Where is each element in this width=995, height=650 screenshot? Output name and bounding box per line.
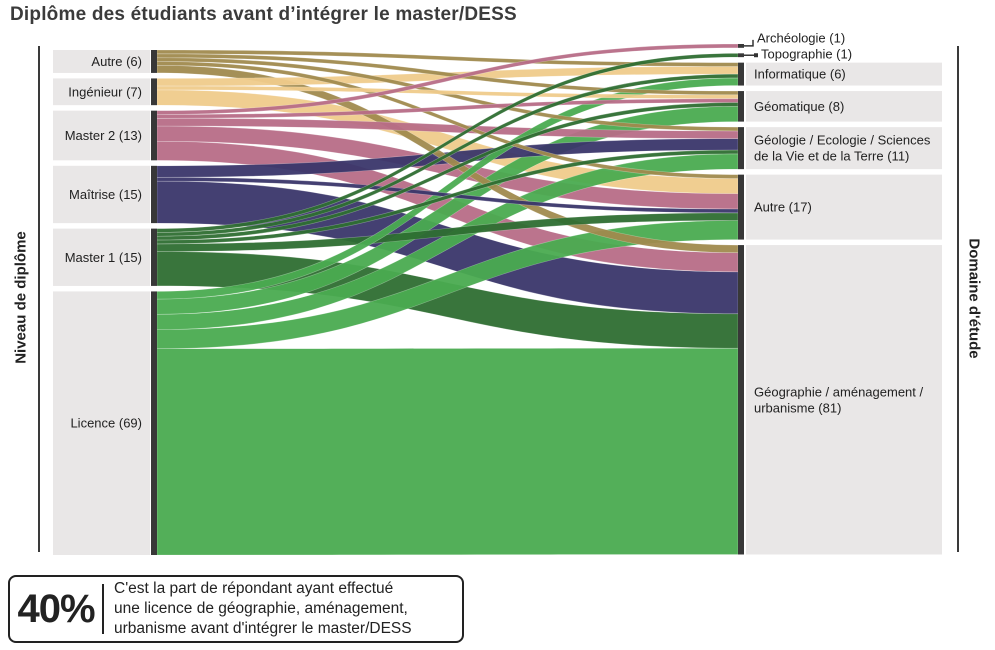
label-topographie: Topographie (1) [761, 47, 852, 62]
sankey-node-licence[interactable] [151, 291, 157, 555]
left-axis-line [38, 46, 40, 552]
right-axis-line [957, 46, 959, 552]
label-archeologie: Archéologie (1) [757, 30, 845, 45]
label-master1: Master 1 (15) [65, 250, 142, 265]
sankey-node-ingenieur[interactable] [151, 78, 157, 106]
sankey-node-geomatique[interactable] [738, 91, 744, 122]
sankey-node-maitrise[interactable] [151, 165, 157, 224]
label-geologie-line1: Géologie / Ecologie / Sciences [754, 133, 931, 148]
label-box-master2 [53, 110, 150, 161]
chart-title: Diplôme des étudiants avant d’intégrer l… [10, 4, 517, 25]
sankey-node-topographie[interactable] [738, 53, 744, 58]
label-geographie-line2: urbanisme (81) [754, 400, 841, 415]
flow-licence-geographie[interactable] [156, 347, 739, 556]
label-box-autre_droite [746, 174, 942, 240]
callout-line-archeologie [744, 39, 754, 47]
label-box-geomatique [746, 91, 942, 122]
sankey-node-autre_droite[interactable] [738, 174, 744, 240]
sankey-node-autre[interactable] [151, 50, 157, 73]
label-box-autre [53, 50, 150, 73]
stat-line-2: une licence de géographie, aménagement, [114, 599, 408, 617]
sankey-node-master2[interactable] [151, 110, 157, 161]
sankey-node-informatique[interactable] [738, 62, 744, 86]
stat-line-3: urbanisme avant d'intégrer le master/DES… [114, 620, 412, 638]
label-box-geographie [746, 245, 942, 555]
label-autre_droite: Autre (17) [754, 200, 812, 215]
sankey-node-archeologie[interactable] [738, 44, 744, 48]
stat-description: C'est la part de répondant ayant effectu… [104, 579, 412, 639]
label-box-maitrise [53, 165, 150, 224]
label-licence: Licence (69) [70, 416, 142, 431]
callout-dot-topographie [754, 53, 758, 58]
label-autre: Autre (6) [91, 54, 142, 69]
label-ingenieur: Ingénieur (7) [68, 84, 142, 99]
sankey-node-geologie[interactable] [738, 127, 744, 170]
label-maitrise: Maîtrise (15) [69, 187, 142, 202]
label-box-informatique [746, 62, 942, 86]
stat-line-1: C'est la part de répondant ayant effectu… [114, 579, 394, 597]
stat-callout: 40% C'est la part de répondant ayant eff… [8, 575, 464, 643]
sankey-node-master1[interactable] [151, 228, 157, 286]
flow-licence-geomatique[interactable] [156, 106, 739, 315]
label-geologie-line2: de la Vie et de la Terre (11) [754, 149, 909, 164]
stat-value: 40% [17, 586, 95, 631]
label-master2: Master 2 (13) [65, 128, 142, 143]
label-box-ingenieur [53, 78, 150, 106]
sankey-node-geographie[interactable] [738, 245, 744, 555]
label-geomatique: Géomatique (8) [754, 99, 844, 114]
label-box-master1 [53, 228, 150, 286]
label-box-geologie [746, 127, 942, 170]
label-box-licence [53, 291, 150, 555]
label-informatique: Informatique (6) [754, 67, 846, 82]
stat-divider [102, 584, 104, 634]
label-geographie-line1: Géographie / aménagement / [754, 384, 923, 399]
